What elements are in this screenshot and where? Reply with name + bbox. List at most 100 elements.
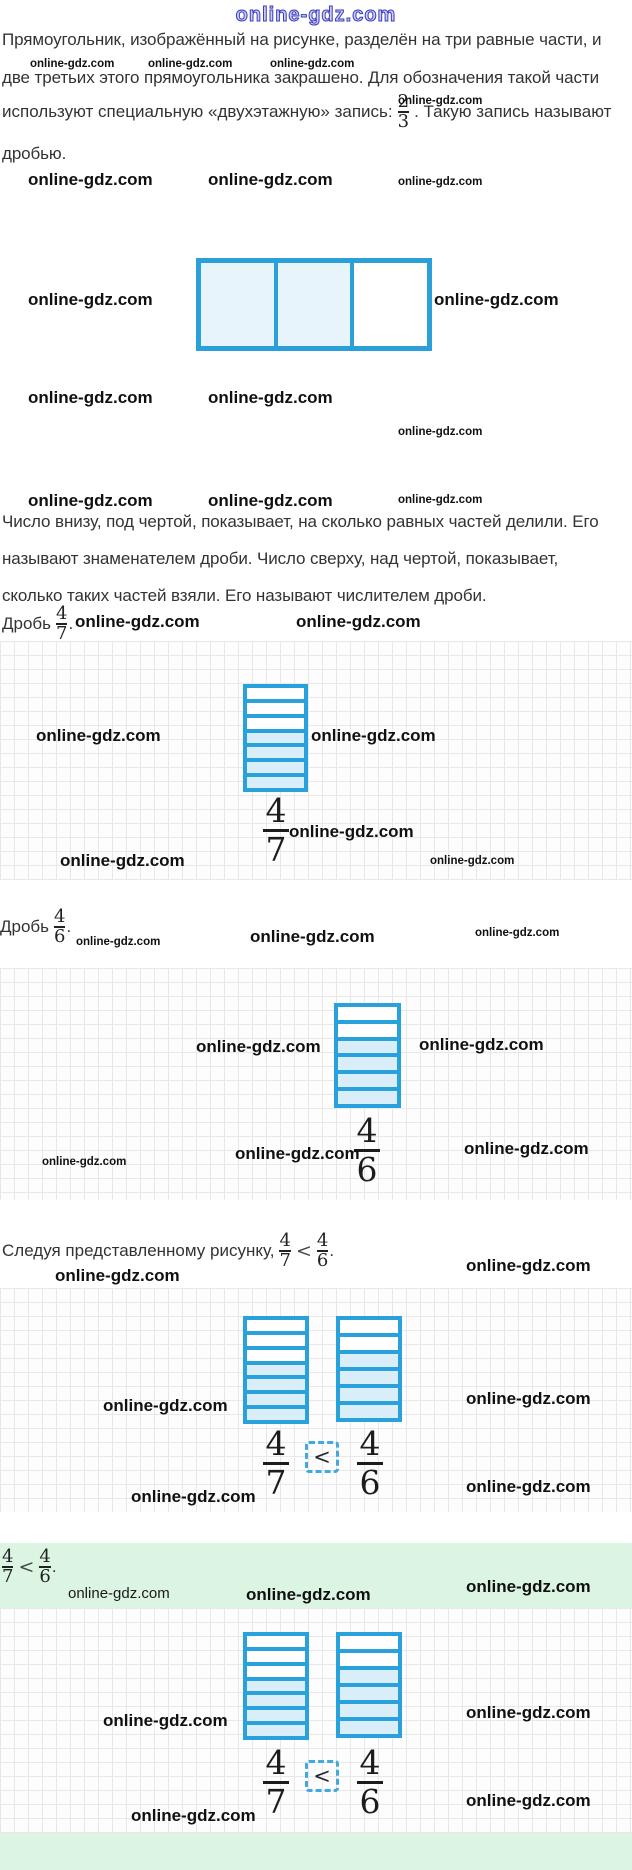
numerator: 4 <box>56 603 68 624</box>
strip <box>340 1384 398 1401</box>
watermark: online-gdz.com <box>103 1396 228 1415</box>
watermark: online-gdz.com <box>466 1256 591 1275</box>
sevenths-bar-figure <box>243 684 308 792</box>
fraction-bar <box>354 1149 380 1152</box>
fraction-bar <box>263 1781 289 1784</box>
strip <box>247 758 304 774</box>
line3-after: . Такую запись называют <box>414 102 612 121</box>
fraction-4-7-inline: 4 7 <box>279 1232 291 1270</box>
watermark: online-gdz.com <box>103 1711 228 1730</box>
watermark: online-gdz.com <box>398 95 483 107</box>
watermark: online-gdz.com <box>430 855 515 867</box>
strip <box>340 1666 398 1683</box>
watermark: online-gdz.com <box>148 58 233 70</box>
denominator: 7 <box>265 1782 287 1821</box>
numerator: 4 <box>359 1743 381 1782</box>
watermark: online-gdz.com <box>466 1389 591 1408</box>
watermark: online-gdz.com <box>466 1703 591 1722</box>
strip <box>247 713 304 729</box>
numerator: 4 <box>265 1424 287 1463</box>
strip <box>340 1350 398 1367</box>
paragraph2-line2: называют знаменателем дроби. Число сверх… <box>2 549 559 568</box>
big-fraction-4-7: 4 7 <box>253 1743 299 1821</box>
strip <box>247 688 304 699</box>
denominator: 3 <box>397 111 410 132</box>
strip <box>247 1320 305 1331</box>
fraction-bar <box>397 111 410 113</box>
watermark: online-gdz.com <box>311 726 436 745</box>
fraction-bar <box>263 1462 289 1465</box>
watermark: online-gdz.com <box>76 936 161 948</box>
frac46-label-line: Дробь 4 6 . <box>0 906 71 948</box>
strip <box>247 1390 305 1406</box>
fraction-bar <box>357 1462 383 1465</box>
strip <box>247 1360 305 1376</box>
strip <box>247 1330 305 1346</box>
strip <box>247 1636 305 1647</box>
big-fraction-4-6: 4 6 <box>347 1427 393 1499</box>
sixths-bar-figure <box>336 1632 402 1738</box>
watermark: online-gdz.com <box>466 1791 591 1810</box>
watermark: online-gdz.com <box>466 1477 591 1496</box>
strip <box>340 1333 398 1350</box>
big-fraction-4-7: 4 7 <box>253 1424 299 1502</box>
fraction-4-6-inline: 4 6 <box>54 906 66 947</box>
denominator: 6 <box>54 926 66 947</box>
big-fraction-4-6: 4 6 <box>347 1743 393 1821</box>
conclusion-period: . <box>329 1241 335 1260</box>
watermark: online-gdz.com <box>289 822 414 841</box>
strip <box>338 1007 397 1020</box>
watermark: online-gdz.com <box>208 491 333 510</box>
watermark: online-gdz.com <box>55 1266 180 1285</box>
strip <box>338 1036 397 1054</box>
denominator: 7 <box>265 1463 287 1502</box>
watermark: online-gdz.com <box>60 851 185 870</box>
paragraph2-line3: сколько таких частей взяли. Его называют… <box>2 586 487 605</box>
sixths-bar-figure <box>336 1316 402 1422</box>
fraction-4-6-inline: 4 6 <box>39 1546 51 1586</box>
grid-section-2 <box>0 968 632 1200</box>
watermark: online-gdz.com <box>466 1577 591 1596</box>
sixths-bar-figure <box>334 1003 401 1108</box>
fraction-bar <box>279 1250 291 1252</box>
numerator: 4 <box>356 1111 378 1150</box>
denominator: 6 <box>316 1250 329 1271</box>
answer-green-band-top <box>0 1543 632 1608</box>
paragraph1-line2: две третьих этого прямоугольника закраше… <box>2 68 599 87</box>
strip <box>340 1367 398 1384</box>
grid-section-3 <box>0 1288 632 1512</box>
numerator: 4 <box>316 1230 329 1251</box>
fraction-4-6-inline: 4 6 <box>316 1230 329 1271</box>
watermark: online-gdz.com <box>246 1585 371 1604</box>
paragraph1-line4: дробью. <box>2 144 67 163</box>
strip <box>247 1661 305 1677</box>
comparison-answer-box[interactable]: < <box>305 1760 339 1792</box>
fraction-bar <box>316 1250 329 1252</box>
watermark: online-gdz.com <box>42 1156 127 1168</box>
line3-before: используют специальную «двухэтажную» зап… <box>2 102 393 121</box>
watermark: online-gdz.com <box>208 170 333 189</box>
watermark: online-gdz.com <box>398 176 483 188</box>
watermark: online-gdz.com <box>419 1035 544 1054</box>
numerator: 4 <box>39 1546 51 1567</box>
numerator: 4 <box>265 1743 287 1782</box>
denominator: 7 <box>2 1566 14 1587</box>
numerator: 4 <box>54 906 66 927</box>
frac47-label-period: . <box>68 614 74 633</box>
answer-statement: 4 7 < 4 6 . <box>2 1544 57 1590</box>
conclusion-text: Следуя представленному рисунку, <box>2 1241 275 1260</box>
cell <box>201 263 274 346</box>
watermark: online-gdz.com <box>131 1487 256 1506</box>
numerator: 4 <box>2 1546 14 1567</box>
watermark: online-gdz.com <box>131 1806 256 1825</box>
comparison-answer-box[interactable]: < <box>305 1441 339 1473</box>
frac47-label-word: Дробь <box>2 614 52 633</box>
strip <box>340 1683 398 1700</box>
strip <box>247 1405 305 1421</box>
grid-section-4 <box>0 1608 632 1833</box>
watermark: online-gdz.com <box>475 927 560 939</box>
paragraph2-line1: Число внизу, под чертой, показывает, на … <box>2 512 599 531</box>
denominator: 6 <box>359 1782 381 1821</box>
fraction-bar <box>357 1781 383 1784</box>
fraction-4-7-inline: 4 7 <box>2 1546 14 1587</box>
